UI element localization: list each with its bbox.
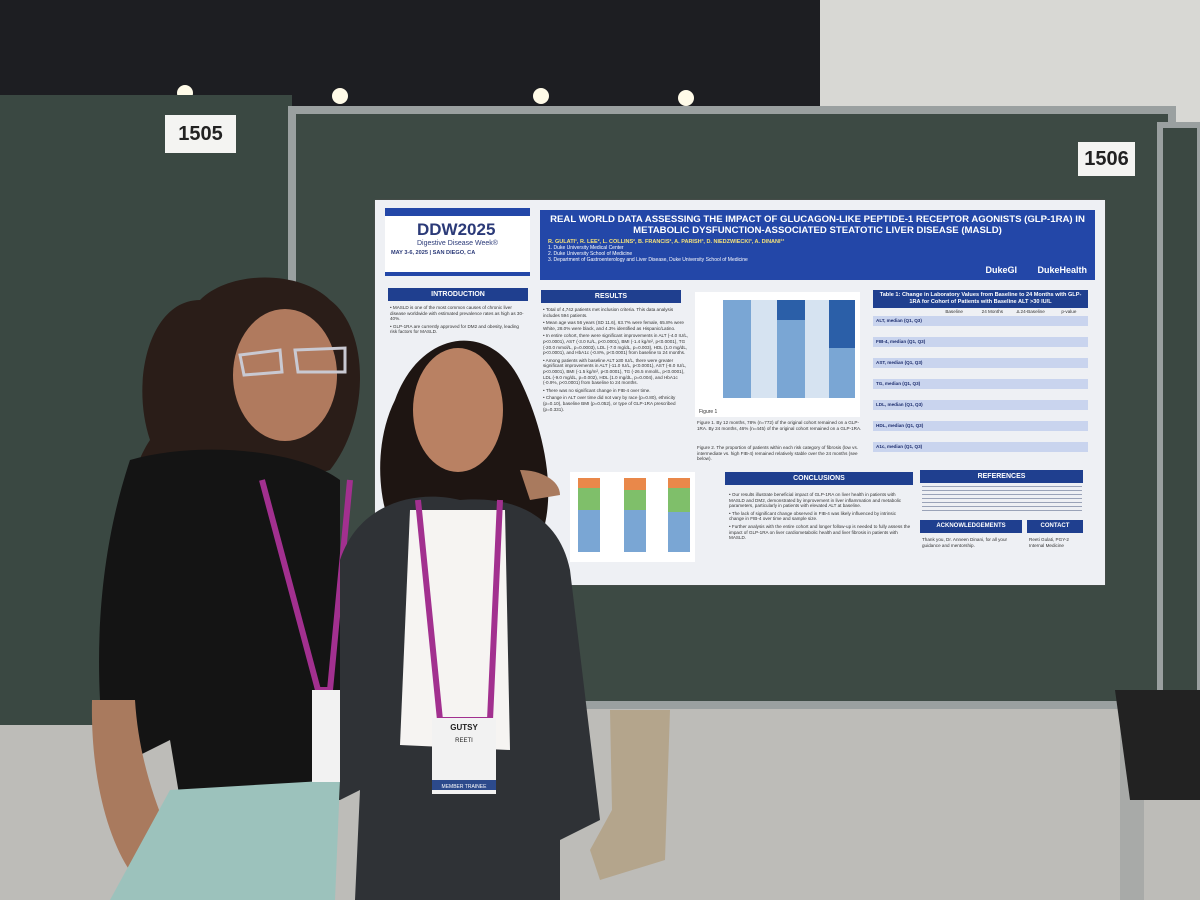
table-row: ALT, median (Q1, Q3) bbox=[873, 316, 1088, 326]
face bbox=[233, 309, 337, 441]
conclusions-text: Our results illustrate beneficial impact… bbox=[729, 492, 911, 543]
badge-role: MEMBER TRAINEE bbox=[442, 784, 488, 790]
institution: DukeHealth bbox=[1037, 265, 1087, 275]
section-heading: RESULTS bbox=[541, 290, 681, 303]
figure-label: Figure 1 bbox=[699, 409, 718, 415]
bullet: The lack of significant change observed … bbox=[729, 511, 911, 522]
figure-flow bbox=[751, 300, 829, 398]
table-column: Δ 24-Baseline bbox=[1016, 309, 1045, 314]
passerby-legs bbox=[590, 710, 670, 880]
authors: R. GULATI¹, R. LEE², L. COLLINS², B. FRA… bbox=[548, 239, 785, 245]
light bbox=[678, 90, 694, 106]
figure-bar bbox=[668, 488, 690, 512]
logo-dates: MAY 3-6, 2025 | SAN DIEGO, CA bbox=[391, 250, 476, 256]
section-heading: CONTACT bbox=[1027, 520, 1083, 533]
face bbox=[413, 348, 503, 472]
institution: DukeGI bbox=[985, 265, 1017, 275]
section-heading: INTRODUCTION bbox=[388, 288, 528, 301]
section-heading: CONCLUSIONS bbox=[725, 472, 913, 485]
bullet: Total of 4,742 patients met inclusion cr… bbox=[543, 307, 689, 318]
figure-bar bbox=[777, 300, 805, 320]
pants bbox=[110, 780, 340, 900]
figure-bar bbox=[578, 510, 600, 552]
bullet: Change in ALT over time did not vary by … bbox=[543, 395, 689, 412]
affiliation: 3. Department of Gastroenterology and Li… bbox=[548, 257, 748, 263]
table-rows: ALT, median (Q1, Q3) FIB-4, median (Q1, Q… bbox=[873, 316, 1088, 463]
logo-tagline: Digestive Disease Week® bbox=[417, 240, 498, 247]
results-text: Total of 4,742 patients met inclusion cr… bbox=[543, 307, 689, 414]
figure-caption: Figure 1. By 12 months, 78% (n=772) of t… bbox=[697, 420, 862, 431]
badge-name: REETI bbox=[455, 738, 473, 744]
table-columns: Baseline 24 Months Δ 24-Baseline p-value bbox=[935, 309, 1088, 314]
poster-title: REAL WORLD DATA ASSESSING THE IMPACT OF … bbox=[550, 214, 1085, 236]
table-row: FIB-4, median (Q1, Q3) bbox=[873, 337, 1088, 347]
table-row: HDL, median (Q1, Q3) bbox=[873, 421, 1088, 431]
table-row: TG, median (Q1, Q3) bbox=[873, 379, 1088, 389]
figure-bar bbox=[668, 512, 690, 552]
figure-bar bbox=[829, 300, 855, 348]
bullet: GLP-1RA are currently approved for DM2 a… bbox=[390, 324, 526, 335]
hand bbox=[520, 470, 560, 500]
references-text bbox=[922, 486, 1082, 514]
table-row: LDL, median (Q1, Q3) bbox=[873, 400, 1088, 410]
section-heading: ACKNOWLEDGEMENTS bbox=[920, 520, 1022, 533]
table-column: Baseline bbox=[945, 309, 963, 314]
figure-bar bbox=[578, 478, 600, 488]
bullet: There was no significant change in FIB-4… bbox=[543, 388, 689, 394]
figure-bar bbox=[723, 300, 751, 398]
table-column: p-value bbox=[1061, 309, 1077, 314]
light bbox=[533, 88, 549, 104]
booth-number: 1506 bbox=[1078, 142, 1135, 176]
figure-bar bbox=[624, 478, 646, 490]
acknowledgements-text: Thank you, Dr. Anneen Dinani, for all yo… bbox=[922, 537, 1008, 548]
figure-bar bbox=[624, 490, 646, 510]
figure-caption: Figure 2. The proportion of patients wit… bbox=[697, 445, 859, 462]
affiliation: 1. Duke University Medical Center bbox=[548, 245, 624, 251]
poster-header: REAL WORLD DATA ASSESSING THE IMPACT OF … bbox=[540, 210, 1095, 280]
booth-number: 1505 bbox=[165, 115, 236, 153]
badge-program: GUTSY bbox=[450, 723, 478, 732]
introduction-text: MASLD is one of the most common causes o… bbox=[390, 305, 526, 337]
far-board bbox=[1157, 122, 1200, 708]
badge-band bbox=[432, 780, 496, 790]
figure-bar bbox=[578, 488, 600, 510]
table-row: A1c, median (Q1, Q3) bbox=[873, 442, 1088, 452]
light bbox=[332, 88, 348, 104]
logo: DDW2025 Digestive Disease Week® MAY 3-6,… bbox=[385, 208, 530, 276]
logo-name: DDW2025 bbox=[417, 220, 496, 239]
section-heading: REFERENCES bbox=[920, 470, 1083, 483]
figure-2 bbox=[570, 472, 695, 562]
visitor bbox=[1115, 690, 1200, 800]
bullet: In entire cohort, there were significant… bbox=[543, 333, 689, 355]
table-title: Table 1: Change in Laboratory Values fro… bbox=[873, 290, 1088, 308]
bullet: Our results illustrate beneficial impact… bbox=[729, 492, 911, 509]
bullet: Mean age was 56 years (SD 11.6), 63.7% w… bbox=[543, 320, 689, 331]
affiliations: 1. Duke University Medical Center 2. Duke… bbox=[548, 245, 1087, 263]
bullet: Among patients with baseline ALT ≥30 IU/… bbox=[543, 358, 689, 386]
figure-bar bbox=[777, 320, 805, 398]
figure-bar bbox=[668, 478, 690, 488]
bullet: Further analysis with the entire cohort … bbox=[729, 524, 911, 541]
contact-text: Reeti Gulati, PGY-2 Internal Medicine bbox=[1029, 537, 1069, 548]
affiliation: 2. Duke University School of Medicine bbox=[548, 251, 633, 257]
bullet: MASLD is one of the most common causes o… bbox=[390, 305, 526, 322]
table-row: AST, median (Q1, Q3) bbox=[873, 358, 1088, 368]
table-column: 24 Months bbox=[981, 309, 1004, 314]
glasses bbox=[238, 346, 347, 377]
figure-bar bbox=[624, 510, 646, 552]
figure-1: Figure 1 bbox=[695, 292, 860, 417]
figure-bar bbox=[829, 348, 855, 398]
